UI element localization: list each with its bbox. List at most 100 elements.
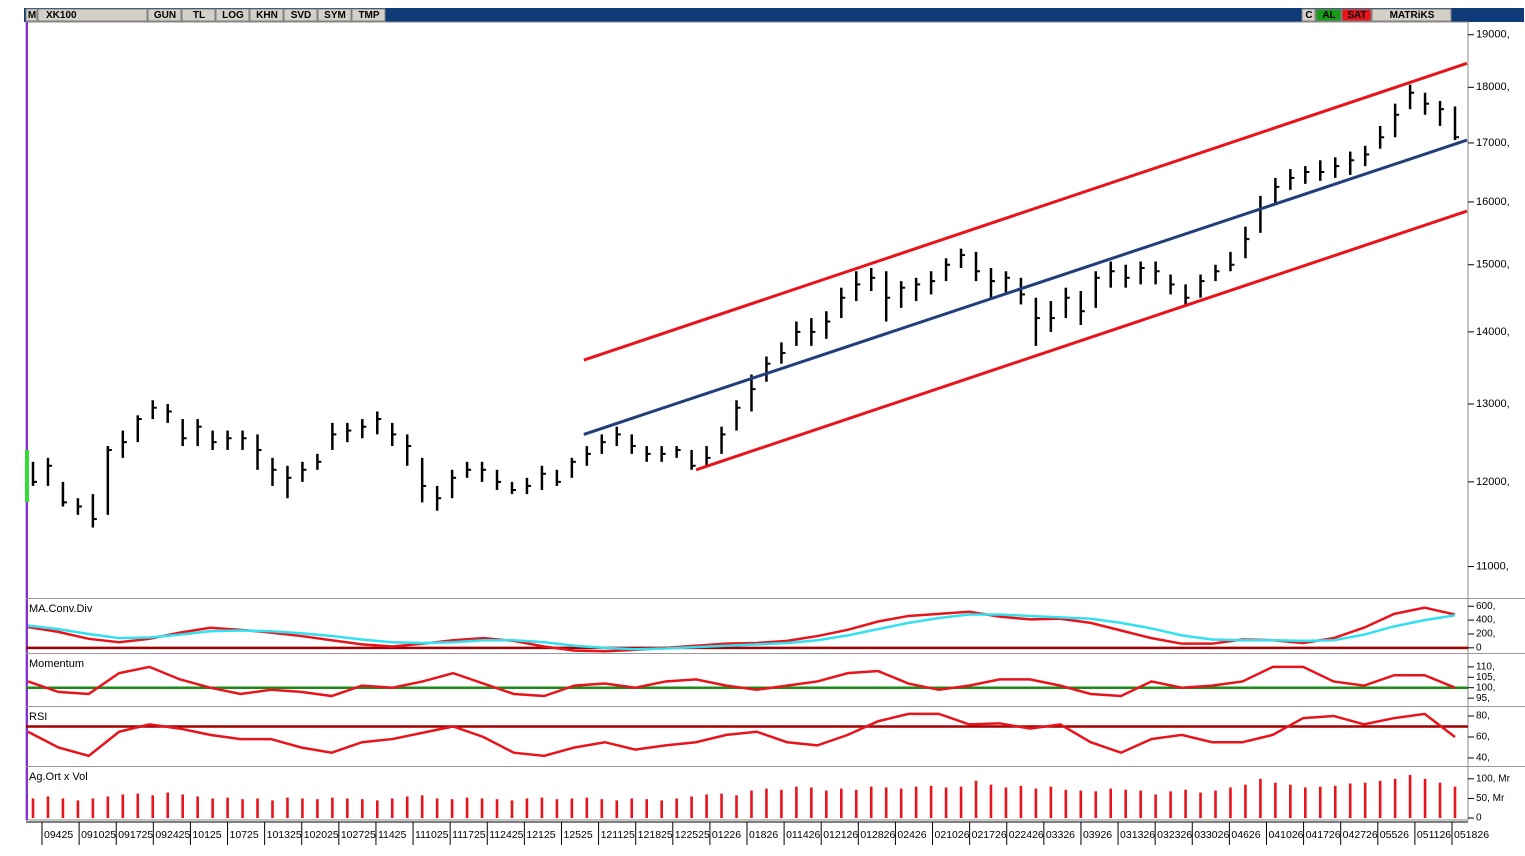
x-tick-label: 051126 [1417,829,1451,841]
y-tick-label: 0 [1476,642,1482,653]
volume-bar [1333,785,1337,819]
x-tick-label: 12125 [526,829,555,841]
y-tick-label: 400, [1476,615,1495,626]
volume-bar [1139,790,1142,819]
toolbar-button[interactable] [283,8,318,22]
toolbar-button[interactable] [1315,8,1342,22]
x-tick-label: 041726 [1306,829,1341,841]
toolbar-button[interactable] [351,8,386,22]
volume-bar [405,796,409,819]
volume-bar [1244,784,1247,819]
volume-bar [1408,774,1412,819]
x-tick-label: 121825 [638,829,673,841]
volume-bar [1154,794,1157,819]
x-tick-label: 091725 [118,829,153,841]
toolbar-label: KHN [256,10,278,21]
volume-bar [361,799,364,819]
toolbar-button[interactable] [37,8,148,22]
y-tick-label: 600, [1476,601,1495,612]
x-tick-label: 091025 [81,829,116,841]
toolbar-button[interactable] [249,8,284,22]
channel-line [695,209,1468,472]
y-tick-label: 80, [1476,711,1490,722]
x-tick-label: 04626 [1231,829,1260,841]
volume-bar [645,799,649,819]
volume-bar [839,788,843,819]
volume-bar [705,794,708,819]
x-tick-label: 10125 [192,829,221,841]
toolbar-button[interactable] [317,8,352,22]
volume-bar [1169,791,1172,819]
volume-bar [495,799,499,819]
volume-bar [540,797,544,819]
x-tick-label: 05526 [1380,829,1409,841]
volume-bar [869,786,873,819]
toolbar-button[interactable] [1371,8,1452,22]
y-tick-label: 0 [1476,813,1482,824]
indicator-line [27,665,1456,698]
volume-bar [570,798,574,819]
y-tick-label: 105, [1476,672,1495,683]
volume-bar [480,798,484,819]
volume-bar [1393,778,1397,819]
volume-bar [136,793,140,819]
x-tick-label: 092425 [155,829,190,841]
x-tick-label: 102025 [304,829,339,841]
toolbar-button[interactable] [25,8,38,22]
volume-bar [121,794,125,819]
volume-bar [1289,784,1292,819]
volume-bar [1049,786,1053,819]
volume-bar [989,784,993,819]
x-tick-label: 022426 [1009,829,1044,841]
x-tick-label: 02426 [897,829,926,841]
toolbar-button[interactable] [147,8,182,22]
toolbar-button[interactable] [181,8,216,22]
y-tick-label: 95, [1476,693,1490,704]
volume-bar [765,788,768,819]
volume-bar [525,798,529,819]
volume-bar [1094,791,1098,819]
x-tick-label: 121125 [601,829,635,841]
toolbar-button[interactable] [1341,8,1372,22]
y-tick-label: 14000, [1476,326,1510,338]
volume-bar [151,795,155,819]
volume-bar [780,789,783,819]
toolbar-button[interactable] [1301,8,1316,22]
x-tick-label: 12525 [563,829,592,841]
volume-bar [1109,788,1113,819]
x-tick-label: 09425 [44,829,73,841]
volume-bar [660,800,663,819]
y-tick-label: 13000, [1476,398,1510,410]
pane-title: Ag.Ort x Vol [29,771,88,783]
toolbar-label: AL [1322,10,1335,21]
volume-bar [675,798,678,819]
volume-bar [555,799,559,819]
volume-bar [914,786,918,819]
volume-bar [435,798,439,819]
toolbar-label: SYM [324,10,346,21]
toolbar-label: XK100 [46,10,77,21]
x-tick-label: 112425 [489,829,523,841]
x-tick-label: 033026 [1194,829,1229,841]
y-tick-label: 16000, [1476,196,1510,208]
volume-bar [1199,792,1202,819]
volume-bar [1004,787,1008,819]
volume-bar [585,797,589,819]
x-tick-label: 03326 [1046,829,1075,841]
x-tick-label: 11425 [378,829,407,841]
volume-bar [1378,780,1382,819]
volume-bar [61,798,65,819]
y-tick-label: 17000, [1476,137,1510,149]
volume-bar [450,799,454,819]
volume-bar [630,798,634,819]
volume-bar [615,800,619,819]
x-tick-label: 03926 [1083,829,1112,841]
y-tick-label: 50, Mr [1476,793,1505,804]
toolbar-label: C [1305,10,1312,21]
toolbar-label: SVD [291,10,312,21]
x-tick-label: 042726 [1343,829,1378,841]
volume-bar [884,787,888,819]
y-tick-label: 100, Mr [1476,773,1511,784]
volume-bar [1318,786,1322,819]
toolbar-button[interactable] [215,8,250,22]
